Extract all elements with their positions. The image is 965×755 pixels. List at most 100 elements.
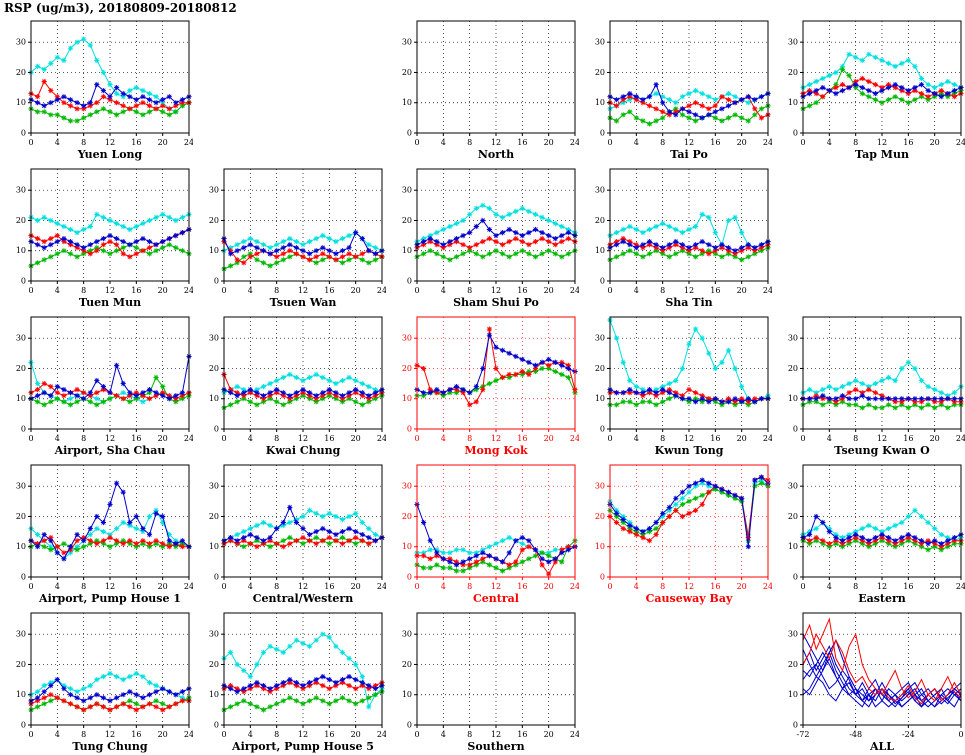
marker-blue [326,676,332,683]
marker-blue [94,238,100,245]
marker-green [499,251,506,257]
marker-red [918,90,925,97]
marker-cyan [120,519,126,526]
chart-label-kwun-tong: Kwun Tong [655,444,724,457]
marker-green [539,251,545,257]
marker-blue [859,393,865,399]
marker-green [54,396,60,402]
marker-blue [739,495,745,501]
marker-blue [692,242,699,248]
marker-blue [620,516,626,523]
marker-red [513,371,519,378]
marker-blue [493,344,499,350]
marker-blue [859,84,865,91]
y-tick-label: 0 [21,721,26,730]
marker-green [333,698,339,704]
marker-green [41,544,47,550]
marker-blue [420,390,427,396]
marker-cyan [267,643,273,649]
marker-red [739,248,745,254]
x-tick-label: 24 [570,730,579,739]
marker-blue [353,229,359,236]
marker-green [326,393,332,399]
y-tick-label: 0 [793,129,798,138]
marker-green [932,94,938,100]
marker-blue [306,679,313,686]
marker-cyan [506,534,512,541]
marker-blue [725,489,732,495]
marker-blue [120,692,126,698]
marker-blue [81,538,87,544]
marker-red [306,682,313,689]
marker-blue [758,94,764,100]
marker-red [160,390,166,396]
marker-green [719,402,725,408]
marker-green [912,97,918,103]
marker-green [339,534,346,541]
marker-green [918,94,925,100]
marker-red [673,390,679,396]
x-tick-label: 24 [184,434,193,443]
x-tick-label: 4 [55,730,60,739]
marker-blue [179,689,185,695]
marker-red [166,544,172,550]
marker-cyan [839,383,846,390]
marker-cyan [945,78,951,85]
y-tick-label: 10 [595,98,605,107]
marker-blue [87,242,93,248]
marker-cyan [806,81,813,88]
marker-cyan [473,550,479,556]
marker-red [434,390,440,396]
marker-green [506,374,512,381]
x-tick-label: 8 [81,138,86,147]
marker-cyan [925,81,931,88]
marker-cyan [938,390,944,396]
marker-green [859,90,865,97]
marker-blue [113,235,120,242]
marker-red [280,544,286,550]
marker-cyan [745,100,751,106]
marker-red [506,371,512,378]
marker-red [61,100,67,106]
marker-red [420,553,427,559]
marker-cyan [853,377,859,384]
marker-red [293,538,300,544]
marker-red [806,87,813,94]
y-tick-label: 10 [209,690,219,699]
marker-cyan [140,399,146,405]
marker-red [951,538,957,544]
marker-green [532,368,539,375]
marker-red [519,238,525,245]
marker-blue [666,504,672,511]
marker-cyan [546,217,552,224]
marker-blue [41,390,47,396]
marker-cyan [313,637,319,643]
marker-green [879,538,885,544]
marker-blue [359,679,365,686]
marker-green [287,534,293,541]
x-tick-label: 12 [105,434,115,443]
marker-red [712,248,718,254]
marker-blue [227,686,234,692]
marker-red [892,541,898,547]
marker-green [627,248,633,254]
x-tick-label: 0 [28,138,33,147]
marker-blue [113,695,120,701]
x-tick-label: 16 [517,434,527,443]
marker-red [420,242,427,248]
marker-blue [260,682,267,689]
marker-red [372,393,378,399]
marker-cyan [427,547,433,553]
marker-cyan [627,377,633,384]
marker-blue [526,359,532,366]
marker-blue [160,97,166,103]
marker-red [41,238,47,245]
marker-cyan [127,226,133,233]
marker-blue [274,682,280,689]
marker-cyan [120,223,126,230]
marker-red [339,254,346,260]
marker-blue [559,550,565,556]
marker-blue [885,534,892,541]
marker-green [526,368,532,375]
marker-cyan [140,528,146,535]
